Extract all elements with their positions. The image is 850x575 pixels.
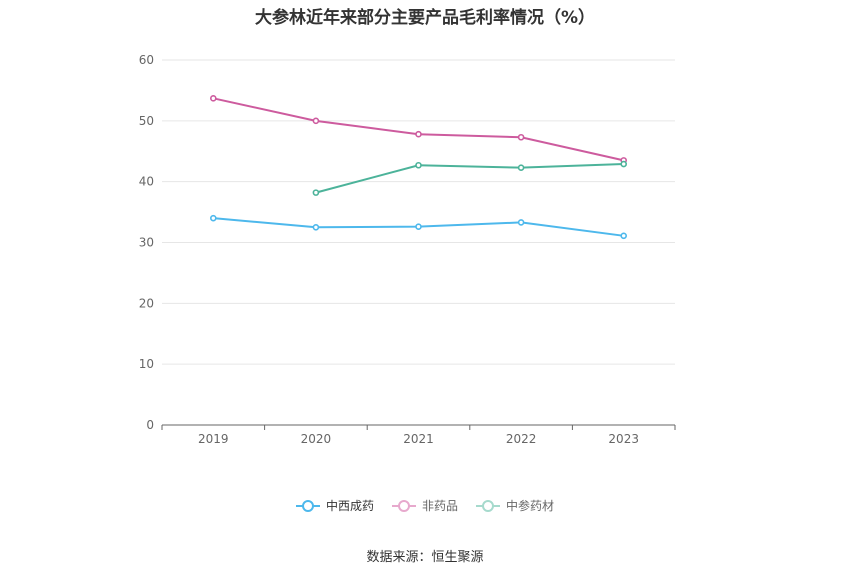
legend-label: 中参药材 [506, 499, 555, 513]
series-line [213, 97, 624, 162]
x-tick-label: 2019 [198, 432, 229, 446]
data-point [210, 95, 217, 102]
data-point [517, 219, 525, 226]
chart-title: 大参林近年来部分主要产品毛利率情况（%） [254, 8, 596, 28]
x-tick-label: 2021 [403, 432, 434, 446]
legend-label: 非药品 [421, 499, 458, 513]
legend-marker-icon [476, 499, 500, 512]
legend-marker-icon [295, 499, 320, 512]
data-point [312, 223, 320, 231]
y-tick-label: 60 [139, 53, 154, 67]
series-line [315, 163, 624, 194]
legend: 中西成药 非药品 中参药材 [0, 497, 850, 514]
x-tick-label: 2022 [506, 432, 537, 446]
legend-item-series-1[interactable]: 中西成药 [295, 497, 374, 514]
data-point [620, 160, 628, 168]
data-point [415, 161, 422, 169]
data-point [312, 117, 320, 125]
y-tick-label: 0 [146, 418, 154, 432]
y-tick-label: 20 [139, 296, 154, 310]
y-tick-label: 30 [139, 236, 154, 250]
axes: 0 10 20 30 40 50 60 2019 2020 2021 2022 2023 [139, 53, 676, 446]
y-tick-label: 50 [139, 114, 154, 128]
y-tick-label: 10 [139, 357, 154, 371]
legend-item-series-2[interactable]: 非药品 [391, 497, 458, 514]
x-tick-label: 2023 [608, 432, 639, 446]
grid-lines [162, 59, 675, 365]
legend-marker-icon [391, 499, 416, 512]
data-point [415, 130, 422, 138]
data-point [312, 189, 320, 196]
data-point [620, 232, 628, 240]
legend-label: 中西成药 [325, 499, 374, 513]
data-point [415, 223, 422, 230]
x-tick-label: 2020 [301, 432, 332, 446]
data-point [517, 164, 525, 171]
data-source-note: 数据来源：恒生聚源 [366, 550, 484, 565]
legend-item-series-3[interactable]: 中参药材 [476, 497, 554, 514]
y-tick-label: 40 [139, 175, 154, 189]
data-point [210, 214, 217, 222]
data-point [517, 133, 525, 141]
series-lines [210, 95, 628, 240]
